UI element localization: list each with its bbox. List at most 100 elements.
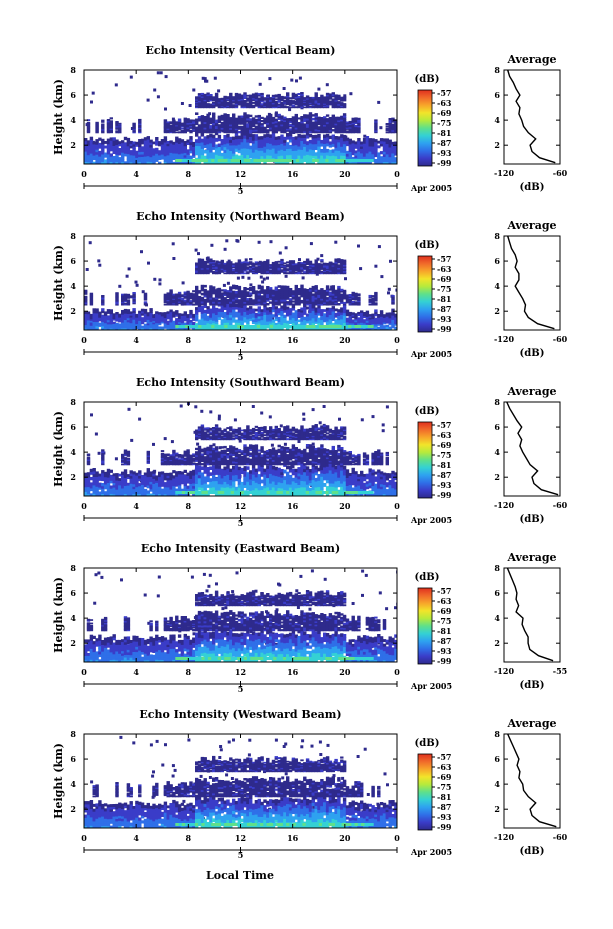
heatmap-cell bbox=[209, 99, 213, 102]
heatmap-cell bbox=[283, 96, 287, 98]
heatmap-cell bbox=[274, 147, 278, 151]
heatmap-cell bbox=[234, 295, 239, 298]
heatmap-cell bbox=[226, 272, 230, 275]
heatmap-cell bbox=[251, 301, 256, 304]
heatmap-cell bbox=[385, 161, 389, 164]
heatmap-cell bbox=[103, 324, 108, 327]
heatmap-cell bbox=[209, 117, 213, 120]
heatmap-cell bbox=[200, 322, 205, 326]
heatmap-cell bbox=[203, 141, 207, 146]
heatmap-cell bbox=[283, 266, 287, 269]
heatmap-cell bbox=[266, 293, 270, 297]
heatmap-cell bbox=[303, 104, 307, 107]
heatmap-cell bbox=[283, 118, 287, 121]
heatmap-cell bbox=[305, 159, 312, 162]
heatmap-cell bbox=[249, 125, 253, 128]
profile-y-tick-label: 2 bbox=[494, 306, 500, 316]
heatmap-cell bbox=[303, 98, 307, 100]
heatmap-cell bbox=[237, 293, 242, 296]
heatmap-cell bbox=[223, 298, 227, 301]
heatmap-cell bbox=[214, 124, 219, 127]
speckle bbox=[146, 98, 150, 102]
heatmap-cell bbox=[195, 311, 199, 315]
heatmap-cell bbox=[328, 266, 333, 269]
heatmap-cell bbox=[371, 148, 375, 152]
heatmap-cell bbox=[237, 94, 242, 97]
heatmap-cell bbox=[314, 267, 318, 270]
heatmap-cell bbox=[274, 105, 278, 107]
heatmap-cell bbox=[371, 138, 375, 142]
heatmap-cell bbox=[86, 319, 91, 323]
heatmap-cell bbox=[379, 312, 384, 315]
heatmap-cell bbox=[223, 123, 227, 126]
heatmap-cell bbox=[308, 297, 313, 300]
heatmap-cell bbox=[391, 315, 395, 318]
heatmap-cell bbox=[212, 272, 216, 275]
heatmap-cell bbox=[143, 147, 148, 152]
heatmap-cell bbox=[303, 294, 307, 298]
heatmap-cell bbox=[280, 106, 284, 109]
heatmap-cell bbox=[106, 123, 111, 126]
heatmap-cell bbox=[175, 302, 179, 305]
heatmap-cell bbox=[334, 138, 338, 143]
heatmap-cell bbox=[342, 121, 347, 124]
heatmap-cell bbox=[274, 101, 278, 103]
heatmap-cell bbox=[345, 161, 350, 164]
heatmap-cell bbox=[297, 303, 301, 306]
heatmap-cell bbox=[160, 141, 165, 145]
heatmap-cell bbox=[232, 264, 236, 266]
heatmap-cell bbox=[226, 152, 230, 156]
heatmap-cell bbox=[325, 271, 330, 274]
heatmap-cell bbox=[269, 117, 273, 121]
heatmap-cell bbox=[188, 325, 195, 328]
heatmap-cell bbox=[368, 323, 372, 326]
heatmap-cell bbox=[314, 95, 318, 98]
speckle bbox=[156, 71, 160, 75]
heatmap-cell bbox=[269, 325, 276, 328]
heatmap-cell bbox=[394, 146, 397, 149]
heatmap-cell bbox=[155, 315, 159, 318]
heatmap-cell bbox=[394, 141, 397, 145]
heatmap-cell bbox=[89, 144, 94, 149]
heatmap-cell bbox=[126, 145, 131, 149]
heatmap-cell bbox=[186, 294, 190, 297]
heatmap-cell bbox=[382, 161, 387, 164]
heatmap-cell bbox=[206, 322, 210, 326]
heatmap-cell bbox=[325, 125, 330, 128]
heatmap-cell bbox=[86, 142, 91, 146]
heatmap-cell bbox=[152, 157, 156, 161]
heatmap-cell bbox=[92, 327, 96, 330]
heatmap-cell bbox=[172, 127, 176, 130]
heatmap-cell bbox=[112, 321, 116, 324]
heatmap-cell bbox=[371, 303, 375, 305]
heatmap-cell bbox=[308, 291, 313, 294]
heatmap-cell bbox=[197, 104, 202, 107]
heatmap-cell bbox=[115, 124, 119, 127]
heatmap-cell bbox=[274, 271, 278, 273]
heatmap-cell bbox=[362, 312, 367, 315]
heatmap-cell bbox=[217, 115, 222, 118]
heatmap-cell bbox=[269, 311, 273, 315]
heatmap-cell bbox=[192, 299, 196, 302]
heatmap-cell bbox=[315, 159, 322, 162]
heatmap-cell bbox=[251, 265, 256, 267]
heatmap-cell bbox=[291, 263, 296, 266]
heatmap-cell bbox=[394, 317, 397, 320]
heatmap-cell bbox=[192, 141, 196, 145]
speckle bbox=[197, 252, 200, 256]
heatmap-cell bbox=[305, 102, 310, 105]
heatmap-cell bbox=[163, 319, 168, 322]
heatmap-cell bbox=[266, 151, 270, 156]
heatmap-cell bbox=[212, 128, 216, 132]
heatmap-cell bbox=[334, 95, 338, 98]
heatmap-cell bbox=[354, 129, 358, 132]
heatmap-cell bbox=[212, 262, 216, 265]
heatmap-cell bbox=[203, 155, 207, 160]
heatmap-cell bbox=[209, 267, 213, 270]
heatmap-cell bbox=[294, 117, 298, 121]
heatmap-cell bbox=[203, 322, 207, 326]
heatmap-cell bbox=[337, 258, 341, 261]
heatmap-cell bbox=[337, 259, 341, 262]
heatmap-cell bbox=[303, 316, 307, 321]
heatmap-cell bbox=[283, 124, 287, 127]
